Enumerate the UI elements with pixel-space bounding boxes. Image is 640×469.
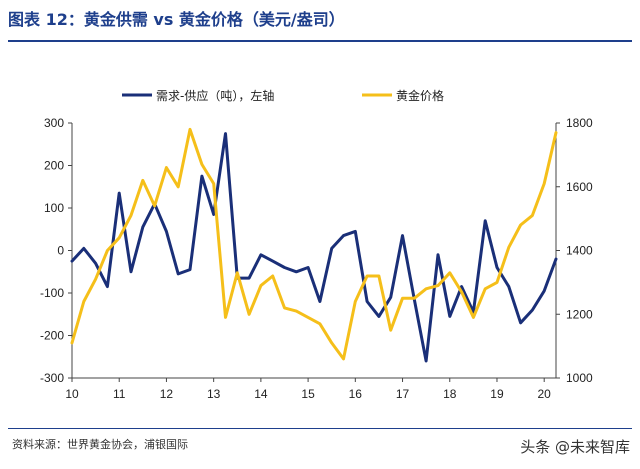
x-tick-label: 19 bbox=[490, 387, 504, 401]
chart-title: 图表 12：黄金供需 vs 黄金价格（美元/盎司） bbox=[8, 10, 345, 29]
left-tick-label: 300 bbox=[44, 116, 64, 130]
x-tick-label: 16 bbox=[349, 387, 363, 401]
right-tick-label: 1000 bbox=[566, 371, 593, 385]
left-tick-label: 100 bbox=[44, 201, 64, 215]
x-tick-label: 13 bbox=[207, 387, 221, 401]
right-tick-label: 1800 bbox=[566, 116, 593, 130]
source-divider bbox=[8, 428, 632, 429]
x-tick-label: 17 bbox=[396, 387, 410, 401]
title-divider bbox=[8, 40, 632, 42]
series-gold-price-line bbox=[70, 127, 558, 361]
right-tick-label: 1400 bbox=[566, 244, 593, 258]
x-tick-label: 18 bbox=[443, 387, 457, 401]
x-tick-label: 14 bbox=[254, 387, 268, 401]
right-tick-label: 1200 bbox=[566, 307, 593, 321]
left-tick-label: 200 bbox=[44, 159, 64, 173]
source-note: 资料来源：世界黄金协会，浦银国际 bbox=[12, 438, 188, 451]
chart-area: 3002001000-100-200-300180016001400120010… bbox=[40, 88, 593, 401]
x-tick-label: 15 bbox=[301, 387, 315, 401]
x-tick-label: 12 bbox=[160, 387, 174, 401]
left-tick-label: 0 bbox=[57, 244, 64, 258]
left-tick-label: -300 bbox=[40, 371, 64, 385]
x-tick-label: 11 bbox=[113, 387, 126, 401]
legend-gold-price-label: 黄金价格 bbox=[396, 88, 444, 103]
x-tick-label: 20 bbox=[538, 387, 552, 401]
x-tick-label: 10 bbox=[65, 387, 79, 401]
watermark: 头条 @未来智库 bbox=[520, 438, 630, 456]
legend-supply-demand-label: 需求-供应（吨），左轴 bbox=[156, 88, 274, 103]
left-tick-label: -100 bbox=[40, 286, 64, 300]
left-tick-label: -200 bbox=[40, 329, 64, 343]
right-tick-label: 1600 bbox=[566, 180, 593, 194]
series-supply-demand-line bbox=[70, 132, 558, 363]
